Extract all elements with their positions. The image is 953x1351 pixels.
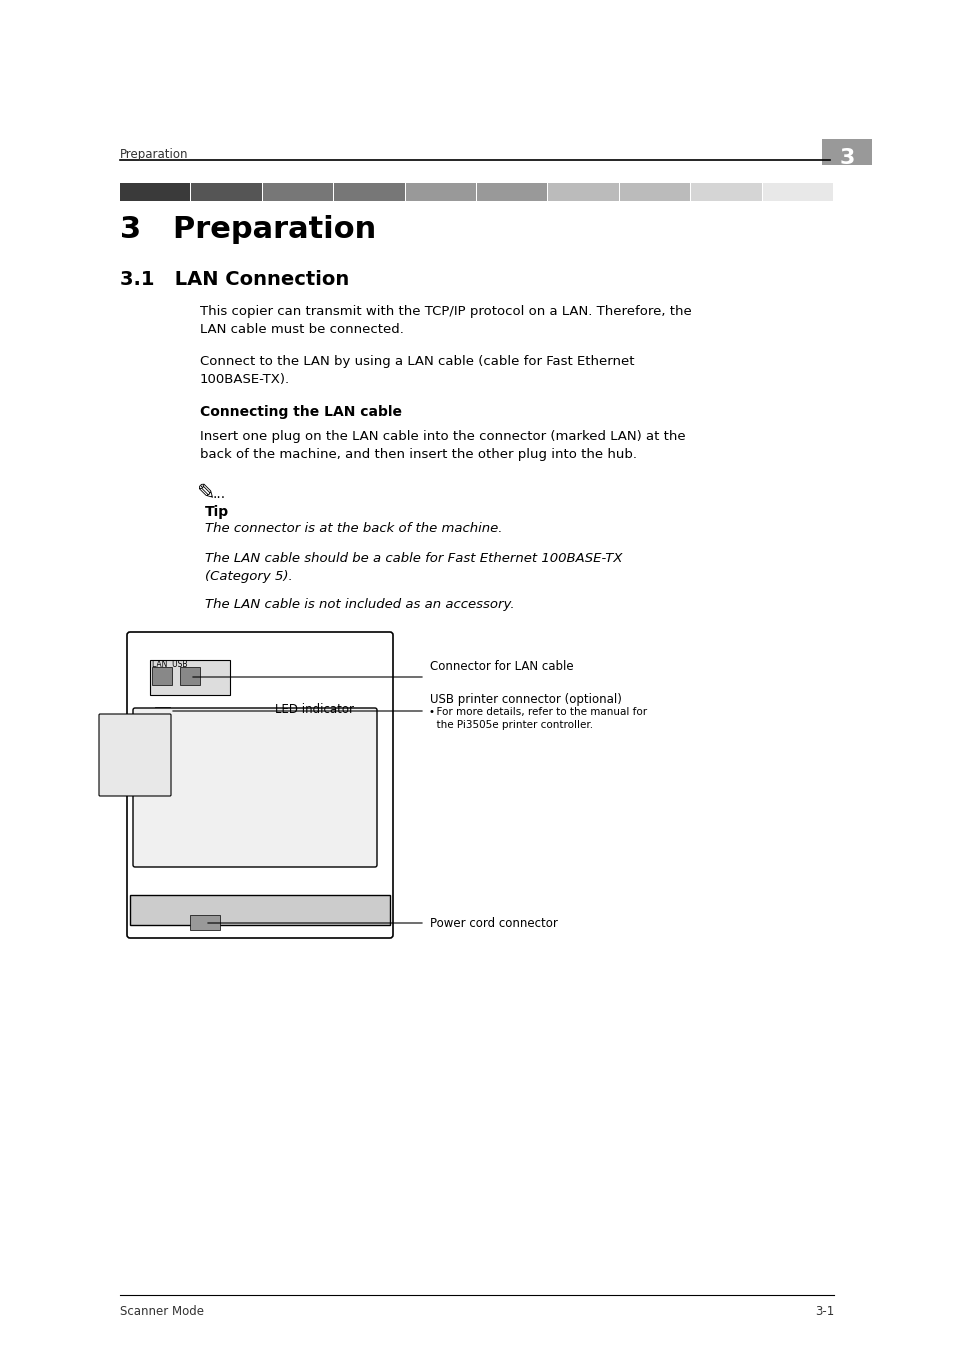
Text: 3-1: 3-1	[814, 1305, 833, 1319]
Text: LED indicator: LED indicator	[274, 703, 354, 716]
Bar	[691, 182, 760, 201]
Text: Scanner Mode: Scanner Mode	[120, 1305, 204, 1319]
FancyBboxPatch shape	[132, 708, 376, 867]
Text: 3: 3	[839, 149, 854, 168]
Text: Connect to the LAN by using a LAN cable (cable for Fast Ethernet
100BASE-TX).: Connect to the LAN by using a LAN cable …	[200, 355, 634, 386]
Text: The connector is at the back of the machine.: The connector is at the back of the mach…	[205, 521, 502, 535]
Bar	[120, 182, 191, 201]
Text: ✎: ✎	[196, 484, 215, 503]
Text: The LAN cable should be a cable for Fast Ethernet 100BASE-TX
(Category 5).: The LAN cable should be a cable for Fast…	[205, 553, 622, 584]
Text: ...: ...	[213, 486, 226, 501]
Text: The LAN cable is not included as an accessory.: The LAN cable is not included as an acce…	[205, 598, 514, 611]
Bar	[548, 182, 618, 201]
Bar	[761, 182, 832, 201]
Bar	[152, 667, 172, 685]
Text: 3   Preparation: 3 Preparation	[120, 215, 375, 245]
Bar	[154, 707, 170, 715]
Text: Connector for LAN cable: Connector for LAN cable	[430, 661, 573, 673]
Bar	[334, 182, 404, 201]
Bar	[405, 182, 476, 201]
Bar	[190, 915, 220, 929]
Text: Power cord connector: Power cord connector	[430, 917, 558, 929]
Text: Insert one plug on the LAN cable into the connector (marked LAN) at the
back of : Insert one plug on the LAN cable into th…	[200, 430, 685, 461]
Bar	[476, 182, 547, 201]
Text: USB printer connector (optional): USB printer connector (optional)	[430, 693, 621, 707]
FancyBboxPatch shape	[127, 632, 393, 938]
Text: LAN  USB: LAN USB	[152, 661, 188, 669]
Bar	[262, 182, 333, 201]
Text: 3.1   LAN Connection: 3.1 LAN Connection	[120, 270, 349, 289]
Text: This copier can transmit with the TCP/IP protocol on a LAN. Therefore, the
LAN c: This copier can transmit with the TCP/IP…	[200, 305, 691, 336]
FancyBboxPatch shape	[99, 713, 171, 796]
Text: •: •	[429, 707, 435, 717]
FancyBboxPatch shape	[821, 139, 871, 165]
Bar	[150, 661, 230, 694]
Text: Connecting the LAN cable: Connecting the LAN cable	[200, 405, 401, 419]
Bar	[192, 182, 261, 201]
Bar	[130, 894, 390, 925]
Bar	[180, 667, 200, 685]
Text: Preparation: Preparation	[120, 149, 189, 161]
Bar	[619, 182, 689, 201]
Text: Tip: Tip	[205, 505, 229, 519]
Text: For more details, refer to the manual for
  the Pi3505e printer controller.: For more details, refer to the manual fo…	[430, 707, 646, 730]
